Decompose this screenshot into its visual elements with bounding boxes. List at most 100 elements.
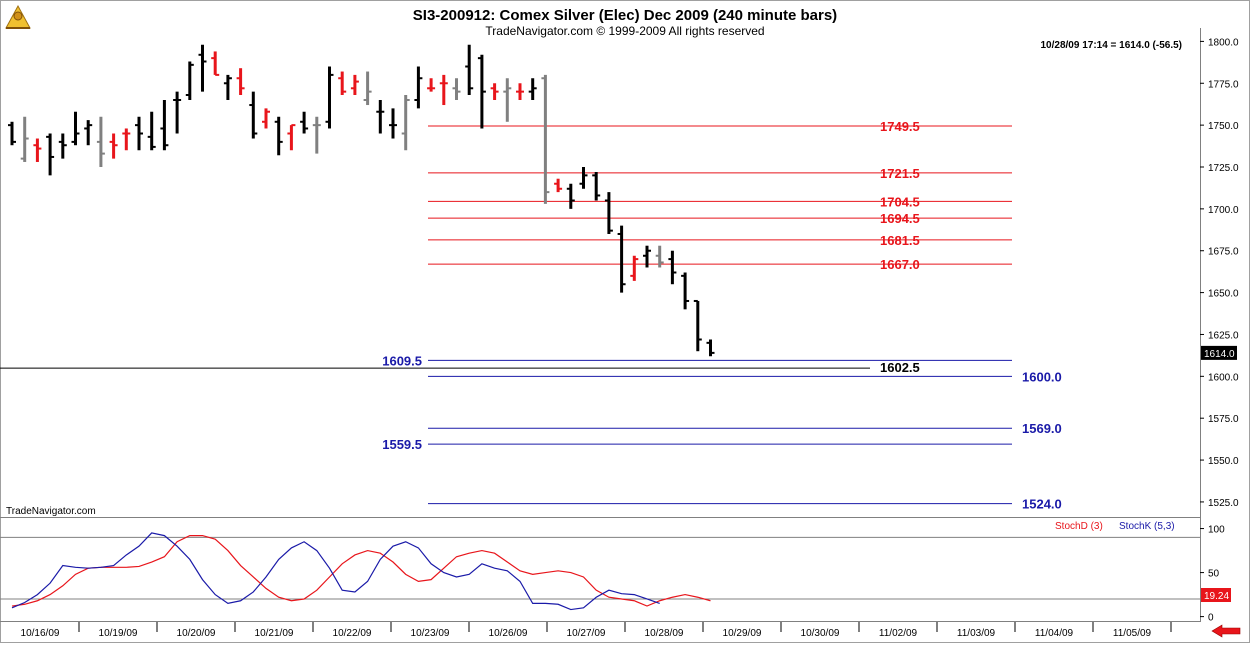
ohlc-bar [566, 183, 575, 209]
date-label: 10/19/09 [99, 628, 138, 639]
date-label: 10/23/09 [411, 628, 450, 639]
ohlc-bar [477, 54, 486, 129]
ohlc-bar [452, 78, 461, 101]
price-tick-label: 1750.0 [1208, 121, 1239, 132]
level-label: 1569.0 [1022, 421, 1062, 436]
ohlc-bar [389, 108, 397, 139]
last-price-label: 1614.0 [1204, 349, 1235, 360]
ohlc-bar [592, 172, 601, 201]
price-tick-label: 1675.0 [1208, 247, 1239, 258]
level-label: 1600.0 [1022, 369, 1062, 384]
ohlc-bar [643, 245, 651, 268]
chart-subtitle: TradeNavigator.com © 1999-2009 All right… [485, 24, 764, 38]
stoch-series-line [11, 535, 711, 607]
ohlc-bar [198, 44, 207, 92]
ohlc-bar [185, 61, 194, 101]
stoch-tick-label: 0 [1208, 613, 1214, 624]
price-tick-label: 1650.0 [1208, 289, 1239, 300]
ohlc-bar [490, 83, 499, 101]
ohlc-bar [236, 68, 245, 95]
ohlc-bar [274, 116, 283, 156]
ohlc-bar [312, 116, 321, 154]
stoch-tick-label: 100 [1208, 525, 1225, 536]
date-label: 10/26/09 [489, 628, 528, 639]
stoch-legend-entry: StochD (3) [1055, 521, 1103, 532]
date-label: 11/05/09 [1113, 628, 1152, 639]
ohlc-bar [706, 339, 715, 357]
date-label: 10/21/09 [255, 628, 294, 639]
ohlc-bar [109, 133, 118, 159]
date-label: 10/30/09 [801, 628, 840, 639]
ohlc-bar [96, 116, 105, 167]
level-label: 1524.0 [1022, 497, 1062, 512]
ohlc-bar [668, 250, 677, 285]
ohlc-bar [71, 111, 80, 146]
ohlc-bar [541, 74, 550, 204]
ohlc-bar [681, 272, 690, 310]
support-resistance-levels: 1749.5 1721.5 1704.5 1694.5 1681.5 1667.0 1609… [0, 119, 1062, 512]
date-label: 10/20/09 [177, 628, 216, 639]
ohlc-bar [655, 245, 664, 268]
stoch-tick-label: 50 [1208, 569, 1220, 580]
price-tick-label: 1600.0 [1208, 372, 1239, 383]
ohlc-bar [8, 121, 16, 146]
ohlc-bar [350, 74, 359, 95]
ohlc-bar [439, 74, 448, 106]
ohlc-bar [160, 100, 169, 151]
watermark: TradeNavigator.com [6, 506, 96, 517]
date-label: 10/16/09 [21, 628, 60, 639]
ohlc-bar [528, 78, 537, 101]
ohlc-bar [427, 78, 436, 92]
ohlc-bar [363, 71, 372, 106]
ohlc-bar [58, 133, 67, 159]
ohlc-bar [211, 51, 220, 76]
ohlc-bars [8, 44, 715, 357]
price-tick-label: 1775.0 [1208, 79, 1239, 90]
ohlc-bar [20, 116, 29, 162]
price-tick-label: 1575.0 [1208, 414, 1239, 425]
level-label: 1721.5 [880, 166, 920, 181]
level-label: 1559.5 [382, 437, 422, 452]
price-axis: 1525.0 1550.0 1575.0 1600.0 1625.0 1650.0 1675… [1200, 37, 1239, 509]
price-tick-label: 1700.0 [1208, 205, 1239, 216]
price-tick-label: 1525.0 [1208, 498, 1239, 509]
ohlc-bar [325, 66, 334, 129]
ohlc-bar [33, 138, 42, 162]
level-label: 1694.5 [880, 211, 920, 226]
scroll-left-arrow-icon[interactable] [1211, 624, 1241, 638]
ohlc-bar [300, 111, 309, 134]
level-label: 1609.5 [382, 353, 422, 368]
level-label: 1681.5 [880, 233, 920, 248]
ohlc-bar [516, 83, 524, 101]
ohlc-bar [630, 255, 639, 281]
ohlc-bar [338, 71, 347, 95]
price-tick-label: 1550.0 [1208, 456, 1239, 467]
date-label: 11/03/09 [957, 628, 996, 639]
price-tick-label: 1800.0 [1208, 37, 1239, 48]
ohlc-bar [401, 94, 410, 151]
price-tick-label: 1725.0 [1208, 163, 1239, 174]
stoch-legend-entry: StochK (5,3) [1119, 521, 1175, 532]
ohlc-bar [262, 108, 270, 129]
price-tick-label: 1625.0 [1208, 330, 1239, 341]
ohlc-bar [46, 133, 55, 176]
ohlc-bar [617, 225, 626, 293]
stochastic-panel: 0 50 100 StochD (3) StochK (5,3) 19.24 [0, 521, 1231, 624]
ohlc-bar [147, 111, 156, 151]
ohlc-bar [579, 166, 588, 189]
ohlc-bar [554, 178, 563, 193]
ohlc-bar [287, 124, 296, 151]
ohlc-bar [135, 116, 143, 151]
date-label: 11/04/09 [1035, 628, 1074, 639]
level-label: 1667.0 [880, 257, 920, 272]
ohlc-bar [414, 66, 423, 109]
stoch-last-value-label: 19.24 [1204, 591, 1229, 602]
ohlc-bar [173, 91, 182, 134]
ohlc-bar [604, 192, 613, 234]
ohlc-bar [223, 74, 232, 101]
ohlc-bar [376, 100, 385, 134]
last-price-box [1201, 345, 1237, 360]
